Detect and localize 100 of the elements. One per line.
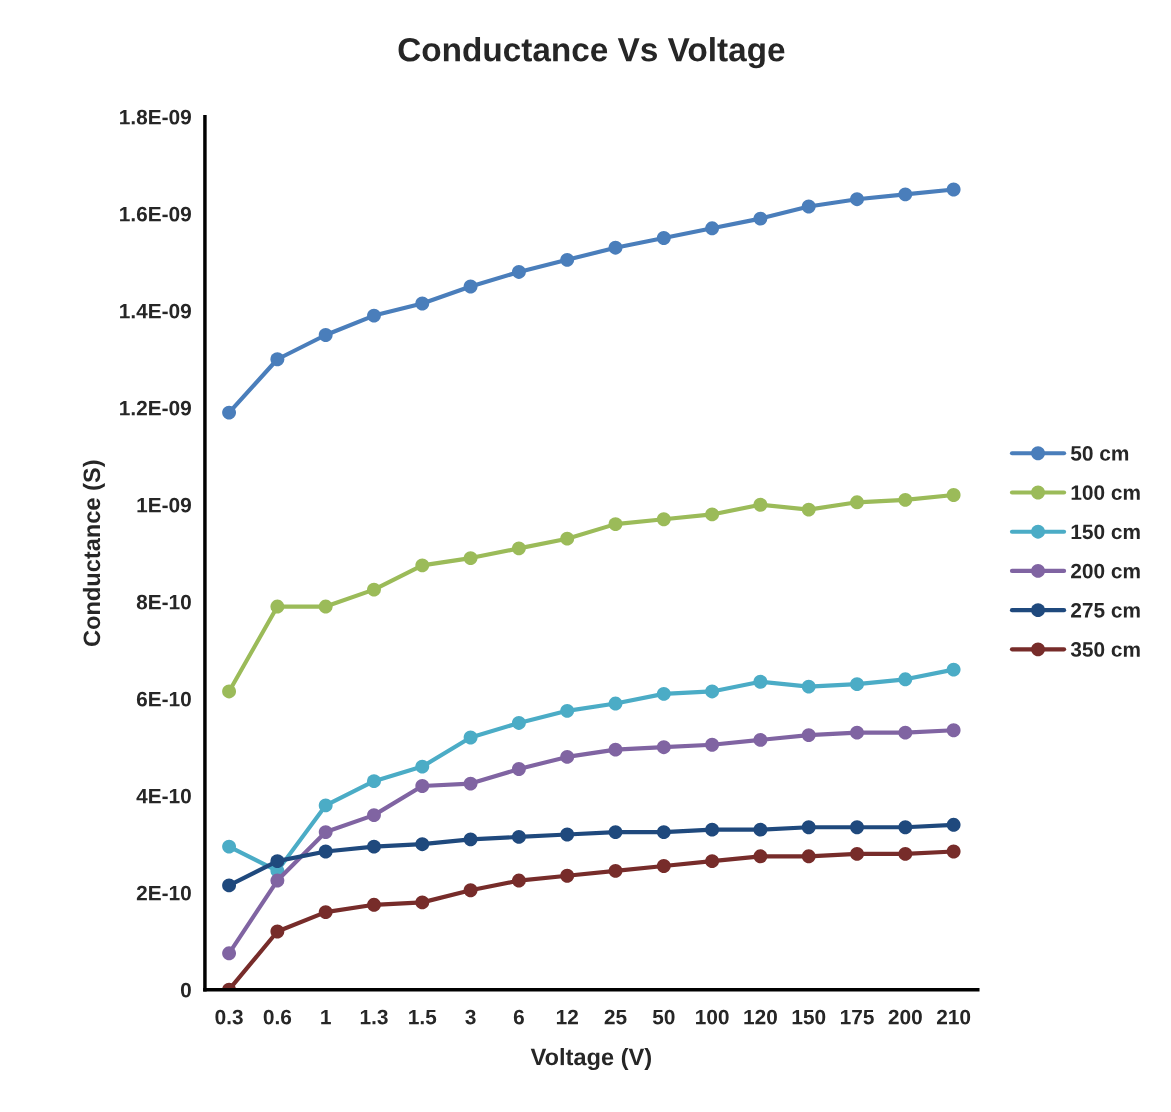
point: [946, 844, 961, 859]
point: [367, 308, 381, 323]
point: [415, 779, 430, 793]
point: [222, 946, 237, 961]
point: [367, 897, 381, 912]
point: [270, 854, 285, 869]
point: [608, 517, 623, 532]
point: [850, 846, 864, 861]
point: [801, 199, 816, 214]
x-tick-label: 1: [321, 1009, 331, 1025]
x-tick-label: 0.3: [215, 1009, 243, 1025]
point: [463, 832, 478, 847]
point: [415, 558, 430, 573]
point: [463, 883, 478, 898]
point: [270, 873, 285, 888]
point: [560, 827, 575, 842]
point: [753, 211, 768, 226]
point: [318, 825, 333, 840]
point: [946, 182, 961, 197]
point: [463, 776, 478, 791]
point: [946, 488, 961, 502]
point: [656, 231, 671, 245]
point: [608, 863, 623, 878]
point: [946, 817, 961, 832]
point: [318, 328, 333, 342]
point: [656, 825, 671, 840]
point: [463, 551, 478, 566]
point: [367, 774, 381, 789]
x-tick-label: 1.5: [409, 1009, 437, 1025]
point: [946, 723, 961, 738]
x-tick-label: 210: [936, 1009, 971, 1025]
point: [656, 859, 671, 873]
y-tick-label: 6E-10: [136, 691, 191, 707]
y-tick-label: 1E-09: [137, 497, 191, 513]
point: [656, 512, 671, 527]
x-tick-label: 120: [744, 1009, 777, 1025]
point: [608, 742, 623, 757]
point: [850, 192, 864, 207]
point: [270, 599, 285, 614]
point: [318, 905, 333, 920]
point: [367, 582, 381, 597]
legend-label: 350 cm: [1070, 642, 1140, 657]
point: [415, 296, 430, 311]
point: [656, 740, 671, 755]
point: [415, 837, 430, 852]
point: [898, 725, 913, 740]
point: [801, 679, 816, 694]
point: [318, 844, 333, 859]
point: [753, 732, 768, 747]
point: [270, 924, 285, 939]
point: [850, 725, 864, 740]
point: [222, 839, 237, 854]
y-tick-label: 2E-10: [136, 885, 191, 901]
y-tick-label: 4E-10: [136, 788, 191, 804]
legend-label: 150 cm: [1071, 524, 1140, 540]
point: [753, 849, 768, 864]
point: [560, 252, 575, 267]
point: [318, 599, 333, 614]
point: [560, 703, 575, 718]
point: [560, 868, 575, 883]
y-tick-label: 8E-10: [136, 594, 191, 610]
point: [850, 495, 864, 510]
point: [511, 265, 526, 279]
x-tick-label: 6: [513, 1009, 524, 1025]
x-axis-title: Voltage (V): [530, 1047, 651, 1071]
point: [511, 716, 526, 730]
point: [367, 808, 381, 823]
point: [898, 846, 913, 861]
point: [705, 822, 720, 837]
point: [898, 187, 913, 202]
point: [705, 221, 720, 236]
point: [705, 854, 720, 869]
point: [415, 895, 430, 910]
point: [946, 662, 961, 677]
x-tick-label: 150: [792, 1009, 826, 1025]
point: [608, 696, 623, 711]
point: [222, 684, 237, 699]
point: [560, 531, 575, 546]
legend-label: 275 cm: [1071, 602, 1140, 618]
legend-label: 200 cm: [1071, 563, 1140, 579]
x-tick-label: 12: [556, 1009, 578, 1025]
point: [222, 405, 237, 420]
y-tick-label: 1.6E-09: [120, 206, 191, 222]
point: [898, 492, 913, 507]
legend-label: 50 cm: [1070, 446, 1129, 461]
point: [318, 798, 333, 813]
point: [898, 820, 913, 835]
y-tick-label: 0: [180, 982, 191, 998]
point: [608, 240, 623, 255]
x-tick-label: 0.6: [263, 1009, 292, 1025]
point: [801, 728, 816, 743]
point: [753, 674, 768, 689]
point: [850, 820, 864, 835]
x-tick-label: 175: [840, 1009, 874, 1025]
point: [705, 507, 720, 522]
point: [801, 820, 816, 835]
point: [511, 829, 526, 844]
chart-title: Conductance Vs Voltage: [398, 37, 785, 69]
point: [705, 737, 720, 752]
point: [608, 825, 623, 840]
